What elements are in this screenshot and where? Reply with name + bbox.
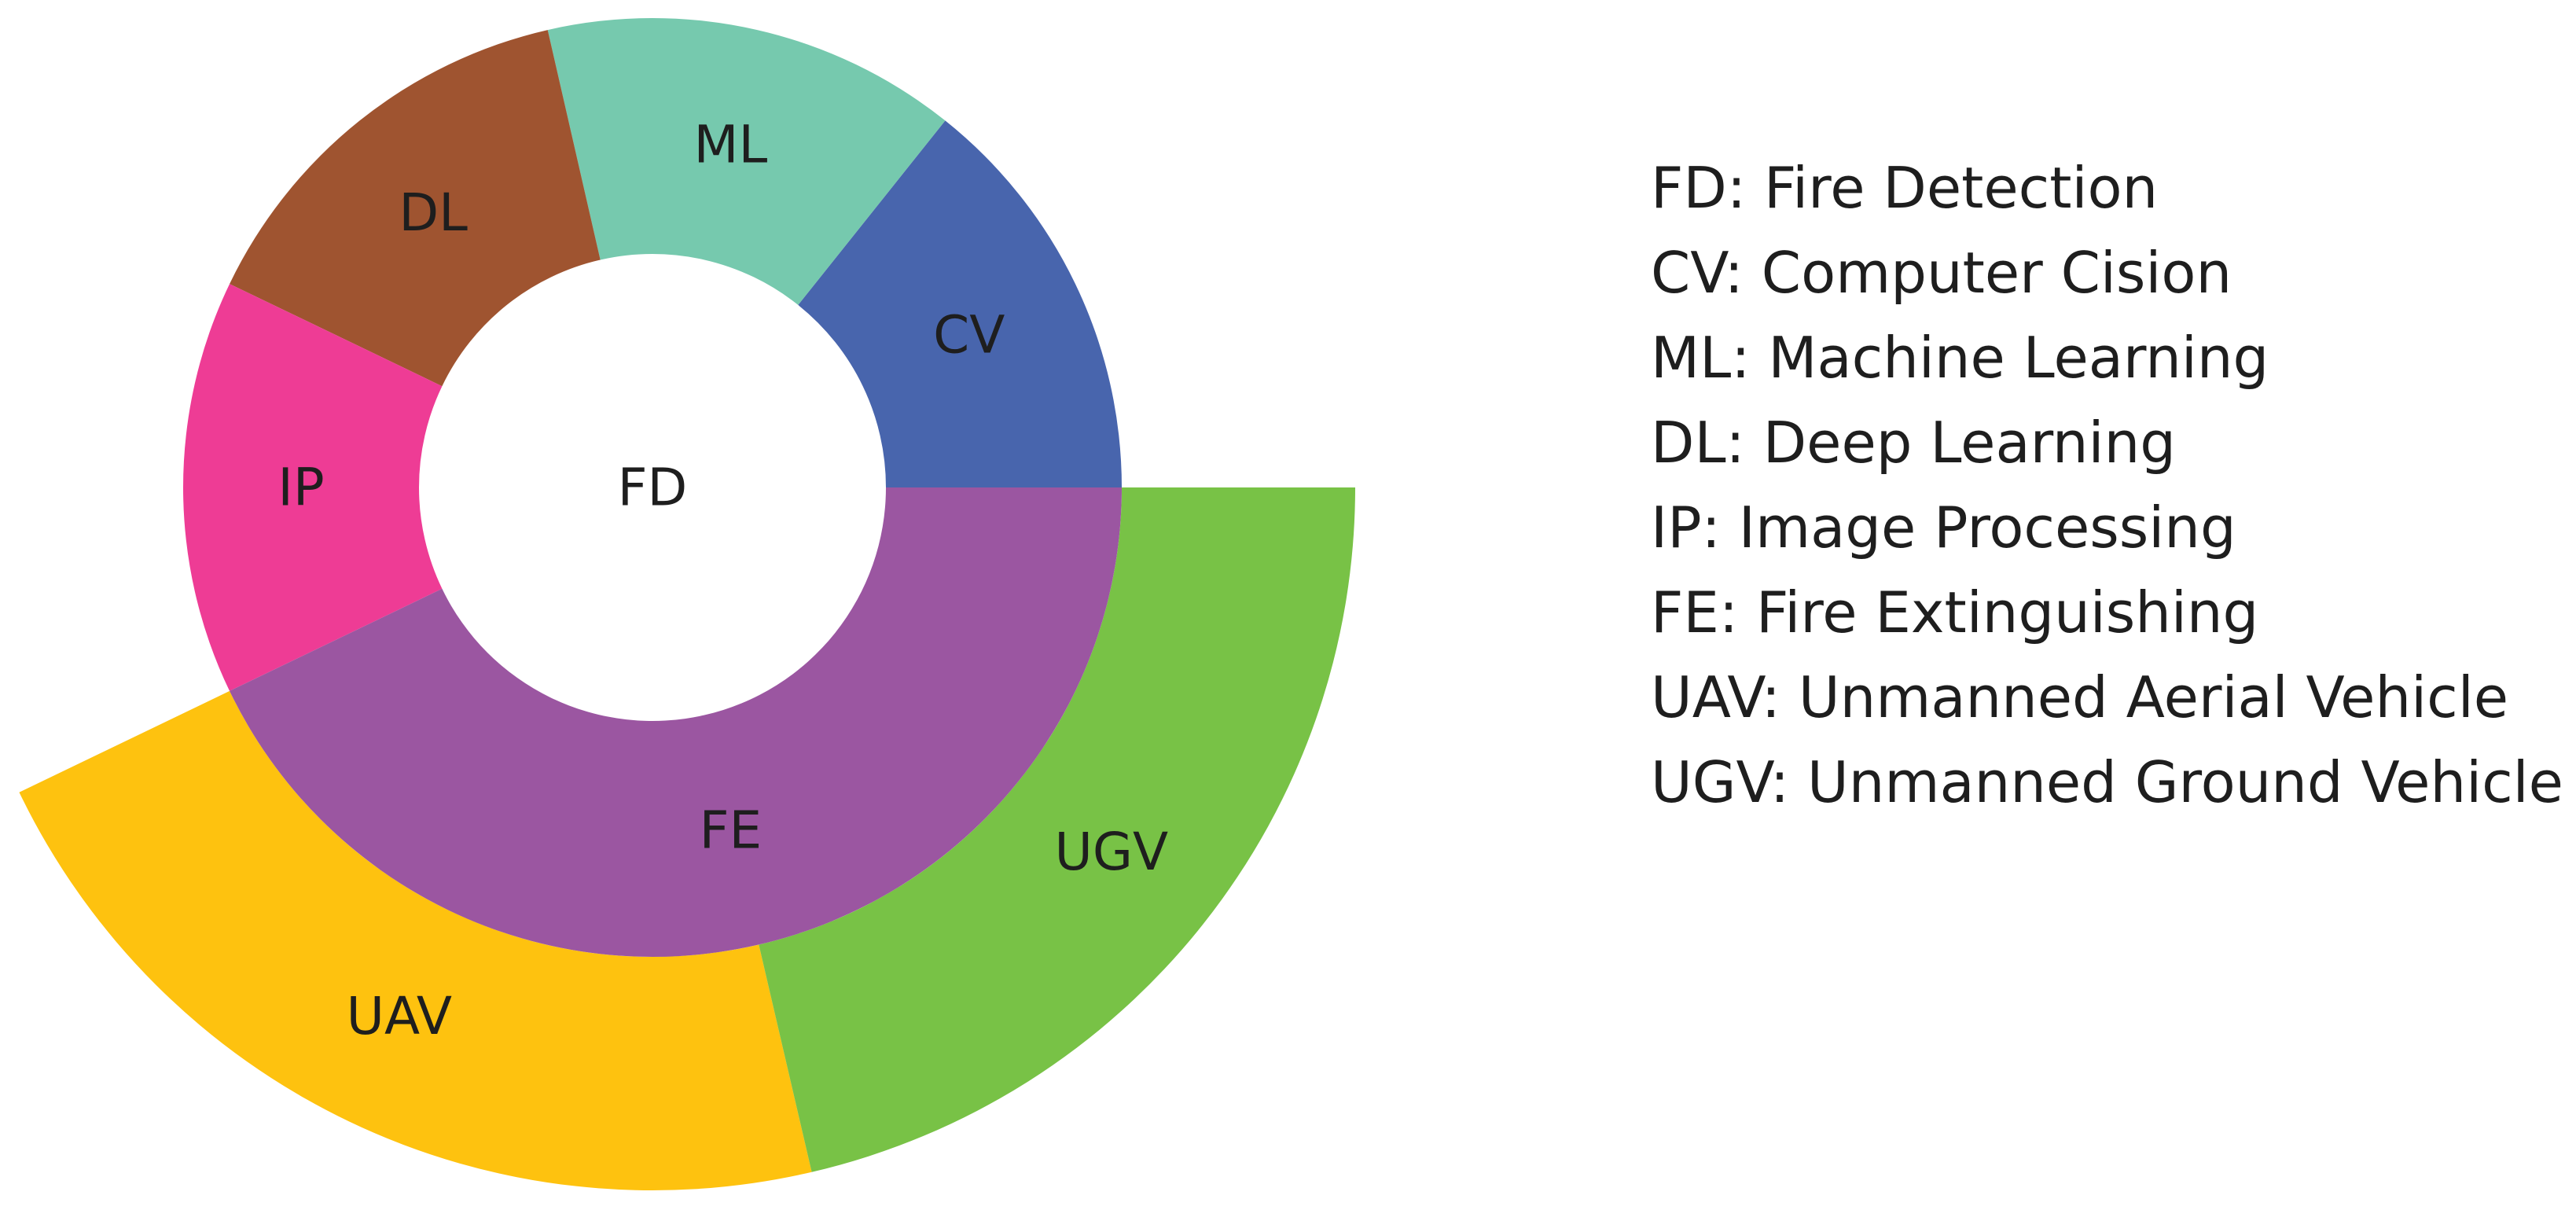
center-label: FD — [618, 458, 688, 518]
inner-segment-fe — [230, 487, 1122, 958]
legend-item: CV: Computer Cision — [1651, 240, 2232, 306]
inner-segment-cv — [798, 120, 1122, 487]
legend: FD: Fire Detection CV: Computer Cision M… — [1651, 145, 2563, 825]
inner-label-fe: FE — [700, 800, 763, 860]
inner-segment-ip — [182, 284, 443, 691]
outer-segment-ugv — [759, 487, 1355, 1172]
legend-item: UAV: Unmanned Aerial Vehicle — [1651, 664, 2509, 730]
legend-item: IP: Image Processing — [1651, 495, 2236, 561]
inner-segment-ml — [547, 17, 946, 305]
inner-label-ip: IP — [277, 458, 324, 518]
inner-ring: CV ML DL IP FE — [182, 17, 1122, 958]
legend-item: DL: Deep Learning — [1651, 410, 2176, 476]
legend-item: UGV: Unmanned Ground Vehicle — [1651, 749, 2563, 815]
inner-label-ml: ML — [694, 115, 768, 175]
fire-detection-ring-diagram: UAV UGV CV ML DL IP FE FD — [19, 17, 1355, 1190]
inner-label-dl: DL — [399, 182, 468, 243]
outer-label-uav: UAV — [347, 986, 452, 1046]
inner-segment-dl — [230, 30, 601, 387]
inner-label-cv: CV — [933, 305, 1005, 366]
legend-item: FE: Fire Extinguishing — [1651, 579, 2259, 645]
outer-ring: UAV UGV — [19, 487, 1355, 1190]
legend-item: FD: Fire Detection — [1651, 155, 2159, 221]
outer-segment-uav — [19, 690, 812, 1190]
outer-label-ugv: UGV — [1055, 822, 1169, 882]
legend-item: ML: Machine Learning — [1651, 325, 2269, 391]
